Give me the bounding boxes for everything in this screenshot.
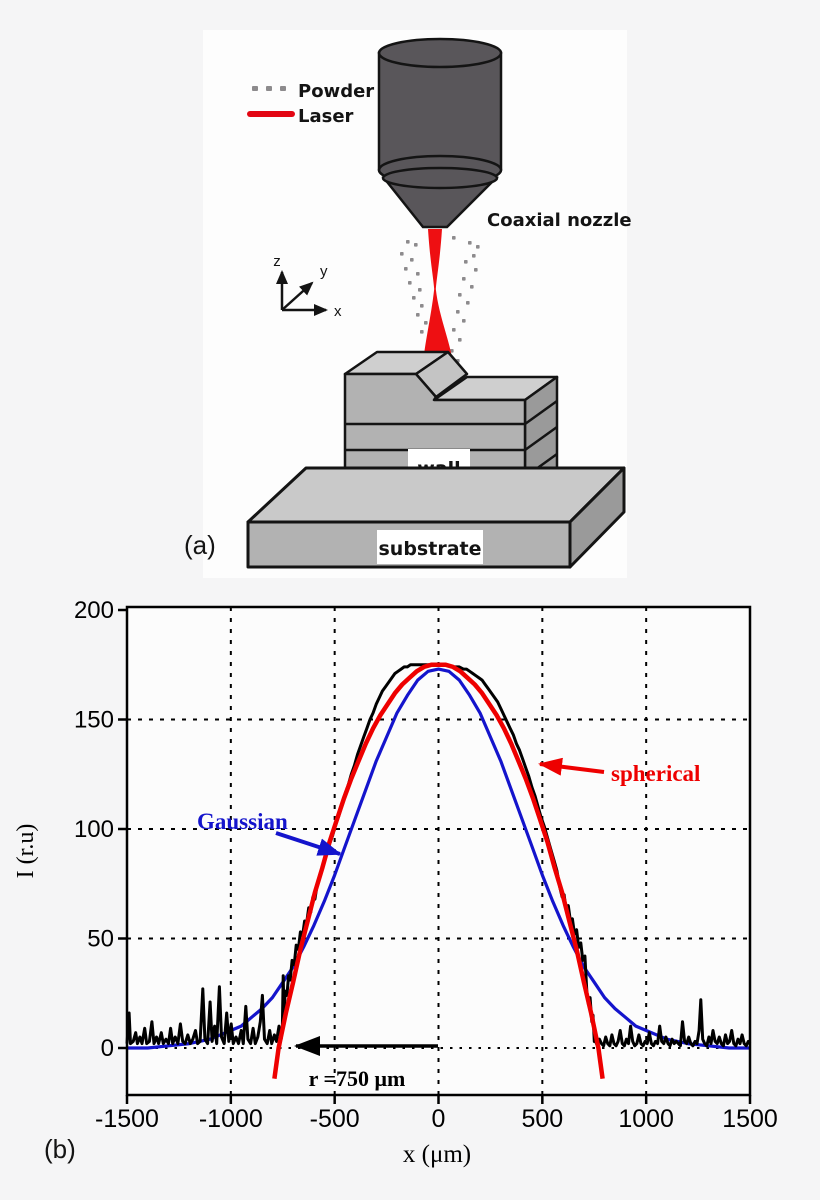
powder-dot	[416, 272, 420, 276]
powder-dot	[420, 304, 424, 308]
powder-dot	[466, 301, 470, 305]
y-tick-label: 100	[74, 816, 114, 843]
y-axis-title: I (r.u)	[13, 824, 39, 879]
x-tick-label: 1000	[618, 1105, 674, 1133]
powder-dot	[424, 321, 428, 325]
axis-x-label: x	[334, 303, 342, 320]
powder-dot	[412, 296, 416, 300]
powder-dot	[418, 288, 422, 292]
powder-dot	[458, 338, 462, 342]
y-tick-label: 50	[87, 926, 114, 953]
powder-dot	[414, 243, 418, 247]
x-tick-label: 0	[432, 1105, 446, 1133]
powder-dot	[404, 267, 408, 271]
series-gaussian	[127, 667, 750, 1050]
powder-dot	[468, 241, 472, 245]
gaussian-arrow	[275, 831, 342, 856]
intensity-chart: -1500 -1000 -500 0 500 1000 1500 0 50 100 150 200 r…	[13, 597, 778, 1168]
powder-dot	[452, 328, 456, 332]
powder-dot	[472, 254, 476, 258]
x-tick-label: 500	[521, 1105, 563, 1133]
powder-dot	[462, 277, 466, 281]
powder-dot	[464, 260, 468, 264]
powder-dot	[458, 293, 462, 297]
powder-dot	[452, 236, 456, 240]
series-spherical	[272, 662, 605, 1080]
powder-dot	[474, 268, 478, 272]
axis-z-label: z	[273, 253, 281, 270]
radius-annotation: r =750 μm	[309, 1066, 406, 1091]
chart-series	[125, 662, 752, 1080]
substrate-block	[246, 466, 626, 569]
diagram-panel: Powder Laser Coaxial nozzle z y x	[203, 30, 632, 578]
panel-b-label: (b)	[44, 1134, 76, 1164]
spherical-arrow	[538, 757, 605, 776]
powder-dot	[416, 313, 420, 317]
powder-dot	[476, 245, 480, 249]
x-tick-label: 1500	[722, 1105, 778, 1133]
substrate-label: substrate	[379, 538, 482, 560]
diagram-legend: Powder Laser	[247, 81, 374, 127]
powder-stream-dots	[400, 235, 480, 372]
powder-dot	[408, 281, 412, 285]
powder-dot	[456, 310, 460, 314]
y-tick-label: 0	[101, 1035, 114, 1062]
powder-dot	[450, 349, 454, 353]
legend-powder-label: Powder	[298, 81, 374, 102]
powder-dot	[420, 330, 424, 334]
substrate-label-box	[377, 530, 483, 564]
powder-dot	[406, 240, 410, 244]
powder-dot	[462, 319, 466, 323]
powder-dot	[410, 258, 414, 262]
powder-dot	[470, 285, 474, 289]
panel-a-label: (a)	[184, 530, 216, 560]
axis-y-label: y	[320, 263, 328, 280]
x-axis-title: x (μm)	[403, 1141, 471, 1168]
coordinate-axes	[276, 270, 328, 316]
coaxial-nozzle-label: Coaxial nozzle	[487, 210, 632, 231]
y-tick-label: 200	[74, 597, 114, 624]
coaxial-nozzle	[377, 37, 503, 229]
chart-ticks: -1500 -1000 -500 0 500 1000 1500 0 50 100 150 200	[74, 597, 778, 1133]
powder-dots-icon	[252, 86, 286, 91]
plot-frame	[125, 605, 752, 1097]
x-tick-label: -1000	[199, 1105, 263, 1133]
x-tick-label: -500	[310, 1105, 360, 1133]
powder-dot	[400, 252, 404, 256]
x-tick-label: -1500	[95, 1105, 159, 1133]
spherical-annotation: spherical	[611, 761, 700, 786]
legend-laser-label: Laser	[298, 106, 354, 127]
y-tick-label: 150	[74, 707, 114, 734]
gaussian-annotation: Gaussian	[197, 809, 288, 834]
